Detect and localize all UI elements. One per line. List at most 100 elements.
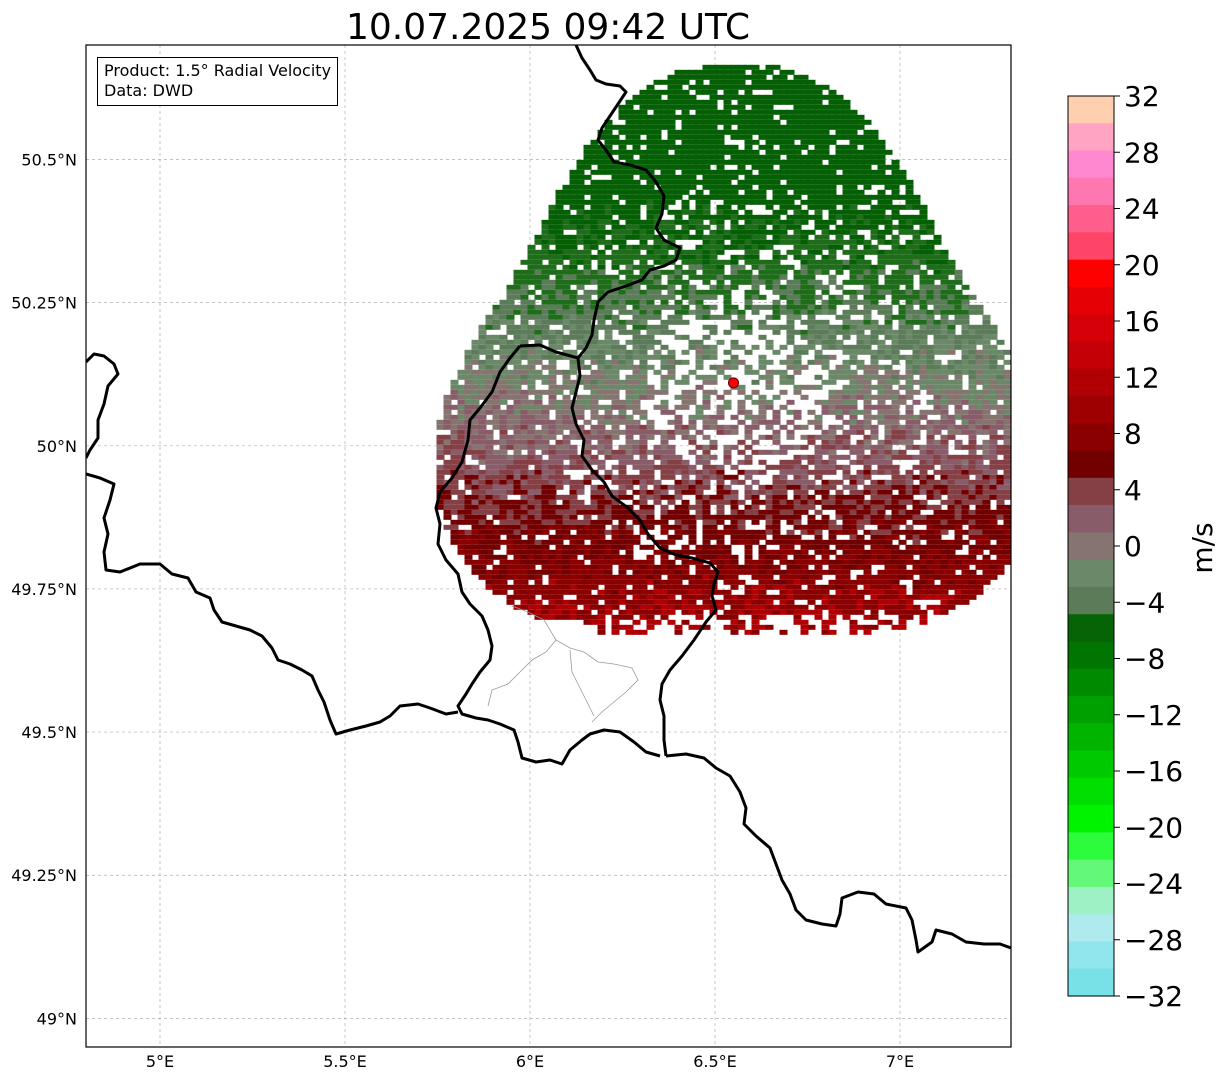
radar-bin — [562, 534, 571, 540]
radar-bin — [835, 324, 844, 330]
radar-bin — [821, 109, 830, 115]
radar-bin — [625, 99, 634, 105]
radar-bin — [870, 144, 879, 150]
radar-bin — [688, 159, 697, 165]
radar-bin — [604, 214, 613, 220]
radar-bin — [807, 114, 816, 120]
radar-bin — [506, 474, 515, 480]
radar-bin — [786, 324, 795, 330]
radar-bin — [702, 434, 711, 440]
map-panel[interactable] — [85, 44, 1040, 1048]
radar-bin — [548, 269, 557, 275]
radar-bin — [436, 449, 445, 455]
radar-bin — [716, 184, 725, 190]
radar-bin — [863, 304, 872, 310]
radar-bin — [926, 294, 935, 300]
radar-bin — [583, 464, 592, 470]
radar-bin — [751, 379, 760, 385]
radar-bin — [548, 329, 557, 335]
radar-bin — [933, 404, 942, 410]
radar-bin — [625, 424, 634, 430]
radar-bin — [478, 379, 487, 385]
radar-bin — [919, 529, 928, 535]
radar-bin — [478, 489, 487, 495]
radar-bin — [653, 214, 662, 220]
radar-bin — [919, 414, 928, 420]
radar-bin — [541, 219, 550, 225]
radar-bin — [597, 154, 606, 160]
radar-bin — [919, 309, 928, 315]
radar-bin — [891, 524, 900, 530]
radar-bin — [835, 424, 844, 430]
radar-bin — [758, 169, 767, 175]
radar-bin — [793, 209, 802, 215]
radar-bin — [849, 109, 858, 115]
radar-bin — [1003, 529, 1011, 535]
radar-bin — [723, 474, 732, 480]
radar-bin — [534, 294, 543, 300]
radar-bin — [828, 264, 837, 270]
radar-bin — [695, 169, 704, 175]
radar-bin — [618, 249, 627, 255]
radar-bin — [835, 329, 844, 335]
radar-bin — [716, 214, 725, 220]
radar-bin — [667, 444, 676, 450]
radar-bin — [1003, 384, 1011, 390]
radar-bin — [569, 419, 578, 425]
radar-bin — [576, 164, 585, 170]
radar-bin — [786, 194, 795, 200]
radar-bin — [821, 344, 830, 350]
radar-bin — [870, 354, 879, 360]
radar-bin — [562, 464, 571, 470]
radar-bin — [807, 279, 816, 285]
radar-bin — [842, 529, 851, 535]
radar-bin — [555, 204, 564, 210]
radar-bin — [975, 549, 984, 555]
radar-bin — [625, 129, 634, 135]
radar-bin — [849, 409, 858, 415]
radar-bin — [849, 174, 858, 180]
radar-bin — [674, 484, 683, 490]
radar-bin — [646, 394, 655, 400]
radar-bin — [828, 184, 837, 190]
radar-bin — [583, 184, 592, 190]
radar-bin — [807, 79, 816, 85]
radar-bin — [807, 189, 816, 195]
radar-bin — [590, 299, 599, 305]
radar-bin — [716, 489, 725, 495]
radar-bin — [639, 184, 648, 190]
radar-bin — [506, 339, 515, 345]
radar-bin — [702, 124, 711, 130]
radar-bin — [611, 239, 620, 245]
radar-bin — [569, 499, 578, 505]
radar-bin — [800, 184, 809, 190]
radar-bin — [688, 399, 697, 405]
radar-bin — [814, 484, 823, 490]
radar-bin — [471, 424, 480, 430]
radar-bin — [513, 334, 522, 340]
radar-bin — [716, 144, 725, 150]
radar-bin — [569, 279, 578, 285]
radar-bin — [989, 334, 998, 340]
radar-bin — [702, 199, 711, 205]
radar-bin — [828, 154, 837, 160]
radar-bin — [898, 294, 907, 300]
radar-bin — [835, 499, 844, 505]
radar-bin — [534, 484, 543, 490]
radar-bin — [779, 149, 788, 155]
radar-bin — [870, 539, 879, 545]
radar-bin — [506, 549, 515, 555]
radar-bin — [856, 514, 865, 520]
radar-bin — [772, 134, 781, 140]
radar-bin — [779, 94, 788, 100]
radar-bin — [674, 89, 683, 95]
radar-bin — [989, 344, 998, 350]
radar-bin — [926, 484, 935, 490]
radar-bin — [884, 379, 893, 385]
radar-bin — [667, 369, 676, 375]
radar-bin — [576, 404, 585, 410]
radar-bin — [625, 124, 634, 130]
radar-bin — [716, 504, 725, 510]
radar-bin — [954, 389, 963, 395]
radar-bin — [527, 469, 536, 475]
